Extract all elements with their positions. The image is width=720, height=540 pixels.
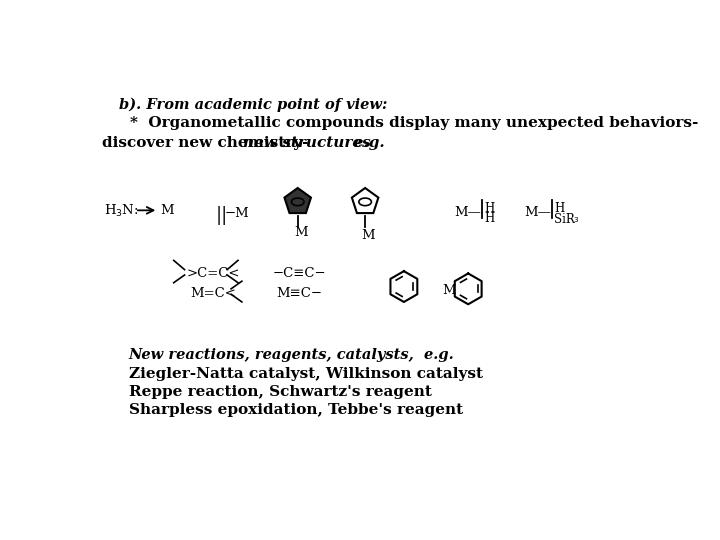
Text: SiR: SiR (554, 213, 575, 226)
Text: >C=C<: >C=C< (187, 267, 240, 280)
Text: Sharpless epoxidation, Tebbe's reagent: Sharpless epoxidation, Tebbe's reagent (129, 403, 463, 417)
Ellipse shape (359, 198, 372, 206)
Text: −M: −M (225, 207, 250, 220)
Text: H$_3$N:: H$_3$N: (104, 202, 138, 219)
Text: −C≡C−: −C≡C− (272, 267, 325, 280)
Polygon shape (352, 188, 379, 213)
Text: Reppe reaction, Schwartz's reagent: Reppe reaction, Schwartz's reagent (129, 385, 431, 399)
Text: H: H (554, 202, 564, 215)
Polygon shape (284, 188, 311, 213)
Text: M—: M— (524, 206, 551, 219)
Text: M: M (294, 226, 307, 240)
Text: e.g.: e.g. (338, 136, 384, 150)
Text: M=C<: M=C< (191, 287, 237, 300)
Text: M—: M— (454, 206, 481, 219)
Text: M: M (361, 229, 375, 242)
Text: discover new chemistry-: discover new chemistry- (102, 136, 313, 150)
Ellipse shape (292, 198, 304, 206)
Text: M: M (161, 204, 174, 217)
Text: Ziegler-Natta catalyst, Wilkinson catalyst: Ziegler-Natta catalyst, Wilkinson cataly… (129, 367, 482, 381)
Text: H: H (485, 212, 495, 225)
Text: H: H (485, 202, 495, 215)
Text: ||: || (215, 206, 228, 225)
Text: b). From academic point of view:: b). From academic point of view: (120, 97, 388, 112)
Polygon shape (455, 273, 482, 304)
Text: new structures: new structures (243, 136, 370, 150)
Polygon shape (390, 271, 418, 302)
Text: New reactions, reagents, catalysts,  e.g.: New reactions, reagents, catalysts, e.g. (129, 348, 454, 362)
Text: $_3$: $_3$ (573, 215, 579, 225)
Text: M: M (443, 284, 456, 297)
Text: *  Organometallic compounds display many unexpected behaviors-: * Organometallic compounds display many … (130, 116, 698, 130)
Text: M≡C−: M≡C− (276, 287, 322, 300)
